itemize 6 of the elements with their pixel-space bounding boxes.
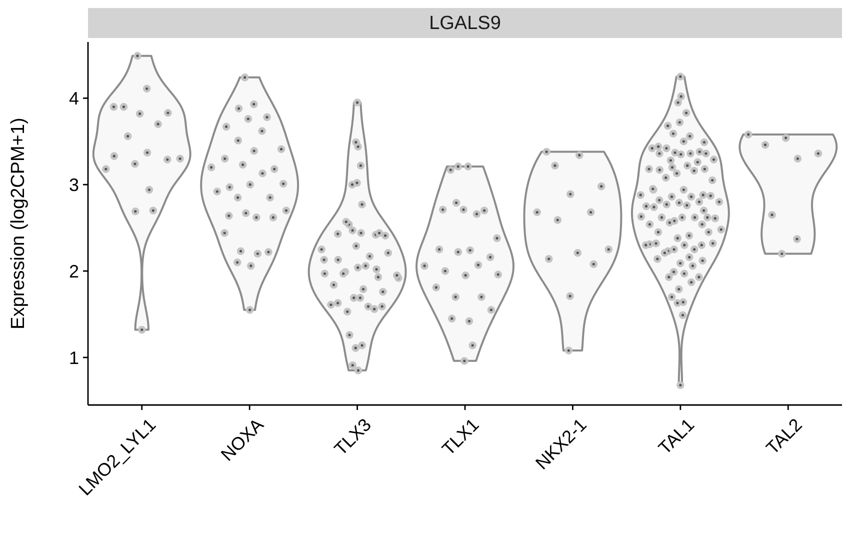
chart-title: LGALS9 <box>429 13 501 34</box>
y-tick-label: 4 <box>68 88 79 108</box>
y-tick-label: 1 <box>68 348 79 368</box>
y-axis-title: Expression (log2CPM+1) <box>8 118 29 330</box>
y-tick-label: 3 <box>68 174 79 195</box>
y-tick-label: 2 <box>68 261 79 282</box>
